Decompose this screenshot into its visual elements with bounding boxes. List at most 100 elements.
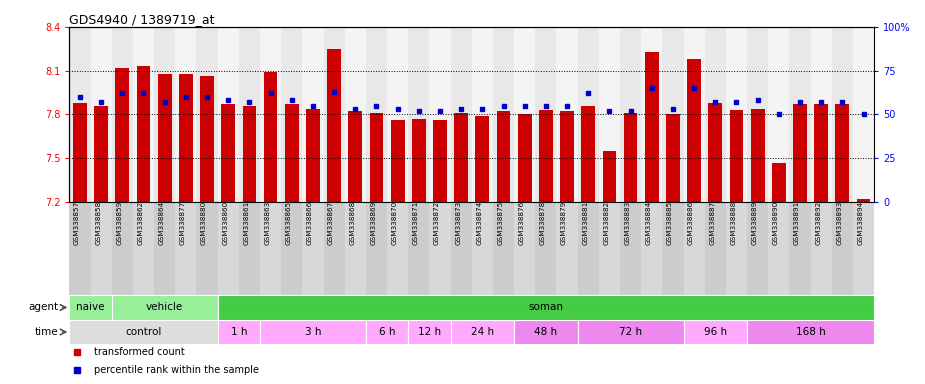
- Bar: [450, 202, 472, 295]
- Bar: [662, 202, 684, 295]
- Bar: [200, 76, 214, 202]
- Bar: [324, 202, 345, 295]
- Bar: [536, 27, 557, 202]
- Bar: [684, 202, 705, 295]
- Bar: [751, 109, 765, 202]
- Bar: [705, 202, 726, 295]
- Bar: [747, 202, 769, 295]
- Bar: [302, 202, 324, 295]
- Text: 48 h: 48 h: [535, 327, 558, 337]
- Text: naive: naive: [76, 303, 105, 313]
- Bar: [814, 104, 828, 202]
- Bar: [450, 320, 514, 344]
- Text: soman: soman: [528, 303, 563, 313]
- Bar: [408, 320, 450, 344]
- Bar: [327, 49, 341, 202]
- Bar: [832, 202, 853, 295]
- Bar: [366, 202, 387, 295]
- Bar: [69, 202, 91, 295]
- Bar: [175, 202, 196, 295]
- Bar: [433, 120, 447, 202]
- Bar: [264, 72, 278, 202]
- Bar: [769, 27, 789, 202]
- Bar: [641, 27, 662, 202]
- Bar: [514, 320, 577, 344]
- Bar: [577, 320, 684, 344]
- Bar: [518, 114, 532, 202]
- Bar: [620, 27, 641, 202]
- Bar: [221, 104, 235, 202]
- Bar: [493, 202, 514, 295]
- Bar: [366, 320, 408, 344]
- Bar: [366, 27, 387, 202]
- Text: 12 h: 12 h: [418, 327, 441, 337]
- Text: vehicle: vehicle: [146, 303, 183, 313]
- Bar: [662, 27, 684, 202]
- Bar: [493, 27, 514, 202]
- Bar: [217, 320, 260, 344]
- Bar: [623, 113, 637, 202]
- Bar: [133, 27, 154, 202]
- Bar: [302, 27, 324, 202]
- Bar: [747, 320, 874, 344]
- Bar: [810, 202, 832, 295]
- Bar: [730, 110, 744, 202]
- Text: 72 h: 72 h: [619, 327, 642, 337]
- Bar: [260, 202, 281, 295]
- Text: time: time: [35, 327, 59, 337]
- Bar: [557, 27, 577, 202]
- Bar: [175, 27, 196, 202]
- Text: control: control: [125, 327, 162, 337]
- Bar: [69, 27, 91, 202]
- Text: 1 h: 1 h: [230, 327, 247, 337]
- Bar: [598, 202, 620, 295]
- Bar: [345, 202, 366, 295]
- Text: percentile rank within the sample: percentile rank within the sample: [93, 365, 258, 375]
- Bar: [154, 202, 175, 295]
- Bar: [239, 27, 260, 202]
- Bar: [835, 104, 849, 202]
- Bar: [324, 27, 345, 202]
- Bar: [242, 106, 256, 202]
- Bar: [726, 27, 747, 202]
- Bar: [684, 320, 747, 344]
- Text: 168 h: 168 h: [796, 327, 825, 337]
- Text: 96 h: 96 h: [704, 327, 727, 337]
- Bar: [684, 27, 705, 202]
- Bar: [747, 27, 769, 202]
- Bar: [390, 120, 404, 202]
- Bar: [387, 202, 408, 295]
- Bar: [645, 52, 659, 202]
- Bar: [581, 106, 595, 202]
- Bar: [472, 202, 493, 295]
- Bar: [349, 111, 363, 202]
- Bar: [158, 74, 171, 202]
- Bar: [91, 27, 112, 202]
- Bar: [709, 103, 722, 202]
- Bar: [133, 202, 154, 295]
- Bar: [137, 66, 151, 202]
- Bar: [561, 111, 574, 202]
- Bar: [196, 202, 217, 295]
- Bar: [408, 202, 429, 295]
- Bar: [772, 162, 785, 202]
- Bar: [217, 202, 239, 295]
- Bar: [472, 27, 493, 202]
- Bar: [641, 202, 662, 295]
- Bar: [475, 116, 489, 202]
- Bar: [94, 106, 108, 202]
- Bar: [810, 27, 832, 202]
- Bar: [91, 202, 112, 295]
- Bar: [154, 27, 175, 202]
- Bar: [450, 27, 472, 202]
- Bar: [217, 27, 239, 202]
- Bar: [412, 119, 426, 202]
- Text: 24 h: 24 h: [471, 327, 494, 337]
- Bar: [832, 27, 853, 202]
- Bar: [429, 27, 450, 202]
- Bar: [179, 74, 192, 202]
- Bar: [726, 202, 747, 295]
- Bar: [112, 27, 133, 202]
- Bar: [285, 104, 299, 202]
- Bar: [602, 151, 616, 202]
